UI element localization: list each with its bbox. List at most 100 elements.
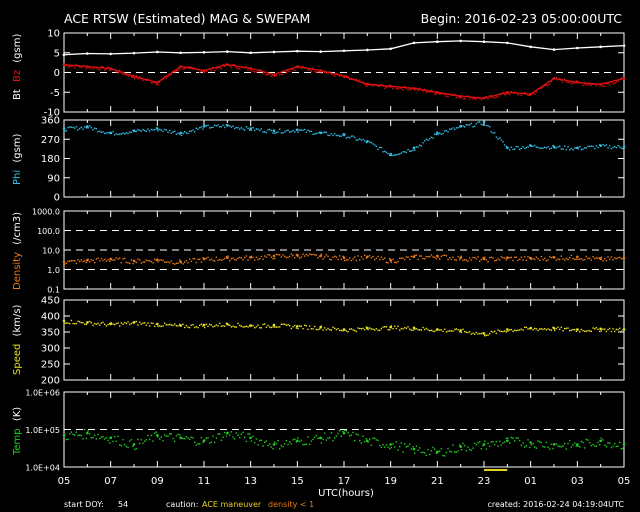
dot-phi-1-2 — [90, 126, 93, 129]
dot-speed-7-1 — [229, 324, 231, 326]
phi-ylabel: Phi (gsm) — [12, 133, 23, 185]
dot-density-15-4 — [420, 255, 423, 257]
point-density-12 — [342, 256, 346, 260]
dot-bz-8-6 — [260, 69, 263, 72]
dot-density-1-7 — [99, 260, 101, 262]
dot-phi-10-6 — [307, 129, 309, 131]
dot-speed-18-6 — [494, 330, 496, 333]
dot-bz-13-13 — [389, 84, 391, 86]
dot-speed-0-6 — [74, 323, 76, 325]
dot-speed-14-13 — [412, 329, 414, 331]
dot-speed-1-10 — [104, 323, 106, 326]
density-ylabel-unit: (/cm3) — [12, 212, 23, 245]
dot-temp-12-6 — [354, 439, 356, 442]
dot-bz-18-2 — [487, 97, 489, 100]
dot-phi-18-2 — [487, 125, 489, 127]
dot-density-10-7 — [309, 253, 311, 255]
dot-speed-4-0 — [157, 325, 159, 327]
dot-temp-6-0 — [204, 439, 206, 441]
point-bt-20 — [529, 45, 532, 49]
ytick-label-1-4: 0 — [54, 193, 60, 204]
dot-speed-7-8 — [240, 325, 243, 327]
caution-label: caution: — [166, 500, 198, 509]
dot-density-10-3 — [302, 253, 304, 255]
dot-phi-4-7 — [169, 129, 171, 132]
dot-phi-22-0 — [577, 148, 579, 150]
dot-bz-10-6 — [307, 69, 309, 71]
dot-speed-1-2 — [90, 321, 93, 324]
dot-speed-8-4 — [257, 324, 259, 326]
dot-bz-9-11 — [292, 68, 294, 71]
dot-speed-18-8 — [497, 329, 499, 331]
dot-phi-3-11 — [152, 129, 154, 131]
dot-density-4-13 — [179, 259, 181, 261]
dot-density-10-9 — [312, 253, 314, 256]
plot-title: ACE RTSW (Estimated) MAG & SWEPAM — [64, 11, 310, 26]
dot-density-21-0 — [554, 256, 556, 259]
dot-speed-0-5 — [72, 322, 74, 325]
dot-temp-2-0 — [110, 436, 113, 438]
dot-temp-23-6 — [610, 446, 613, 449]
dot-speed-9-1 — [275, 326, 278, 328]
dot-speed-8-3 — [255, 326, 258, 328]
dot-density-10-8 — [310, 253, 313, 256]
dot-phi-4-6 — [167, 131, 169, 133]
dot-density-2-1 — [112, 259, 114, 261]
dot-speed-5-2 — [184, 326, 186, 329]
dot-phi-21-2 — [557, 146, 559, 148]
dot-speed-3-0 — [134, 321, 136, 323]
dot-speed-21-6 — [564, 327, 566, 330]
dot-phi-10-9 — [312, 133, 314, 135]
dot-phi-5-4 — [187, 132, 189, 135]
dot-speed-17-1 — [462, 328, 464, 331]
dot-phi-15-10 — [430, 136, 433, 139]
dot-temp-3-4 — [140, 439, 143, 441]
dot-temp-3-10 — [150, 434, 153, 437]
dot-bz-22-10 — [594, 83, 596, 85]
dot-temp-13-4 — [374, 437, 376, 440]
dot-bz-3-7 — [145, 79, 148, 82]
dot-density-8-9 — [265, 256, 268, 258]
dot-phi-21-11 — [572, 149, 574, 151]
dot-temp-8-10 — [267, 444, 269, 447]
dot-density-23-11 — [619, 256, 621, 259]
dot-bz-0-0 — [64, 64, 66, 67]
dot-bz-3-10 — [150, 82, 153, 84]
dot-density-1-10 — [104, 258, 106, 261]
dot-bz-6-3 — [209, 68, 211, 70]
dot-temp-8-6 — [260, 439, 263, 441]
dot-temp-7-0 — [227, 431, 229, 434]
dot-speed-22-0 — [577, 329, 579, 331]
dot-density-20-6 — [540, 255, 543, 258]
dot-density-3-10 — [150, 261, 153, 263]
point-bt-5 — [179, 51, 182, 55]
dot-phi-13-13 — [389, 154, 391, 157]
dot-phi-16-1 — [439, 132, 441, 134]
dot-speed-9-5 — [282, 323, 284, 325]
dot-speed-5-8 — [194, 326, 196, 329]
dot-density-1-1 — [89, 261, 91, 263]
dot-bz-9-10 — [290, 68, 293, 71]
dot-temp-12-1 — [345, 430, 348, 432]
dot-density-21-10 — [570, 254, 573, 257]
dot-temp-10-12 — [317, 437, 319, 439]
dot-phi-9-7 — [285, 129, 288, 132]
dot-density-15-2 — [417, 258, 419, 261]
dot-bz-11-7 — [332, 73, 334, 76]
dot-density-22-4 — [584, 258, 586, 261]
dot-bz-22-5 — [585, 84, 588, 86]
dot-speed-19-2 — [510, 328, 513, 331]
dot-density-22-13 — [599, 257, 601, 259]
dot-phi-14-8 — [404, 151, 406, 153]
dot-speed-22-9 — [592, 327, 594, 329]
dot-density-13-13 — [389, 257, 391, 260]
dot-phi-3-2 — [137, 128, 139, 131]
dot-speed-16-11 — [455, 328, 458, 330]
dot-bz-0-12 — [84, 65, 86, 68]
dot-speed-16-7 — [449, 330, 451, 332]
dot-bz-11-10 — [337, 74, 339, 76]
dot-temp-0-3 — [69, 433, 71, 435]
dot-density-18-7 — [495, 259, 498, 261]
dot-speed-12-9 — [359, 327, 361, 330]
dot-density-13-8 — [380, 256, 383, 258]
